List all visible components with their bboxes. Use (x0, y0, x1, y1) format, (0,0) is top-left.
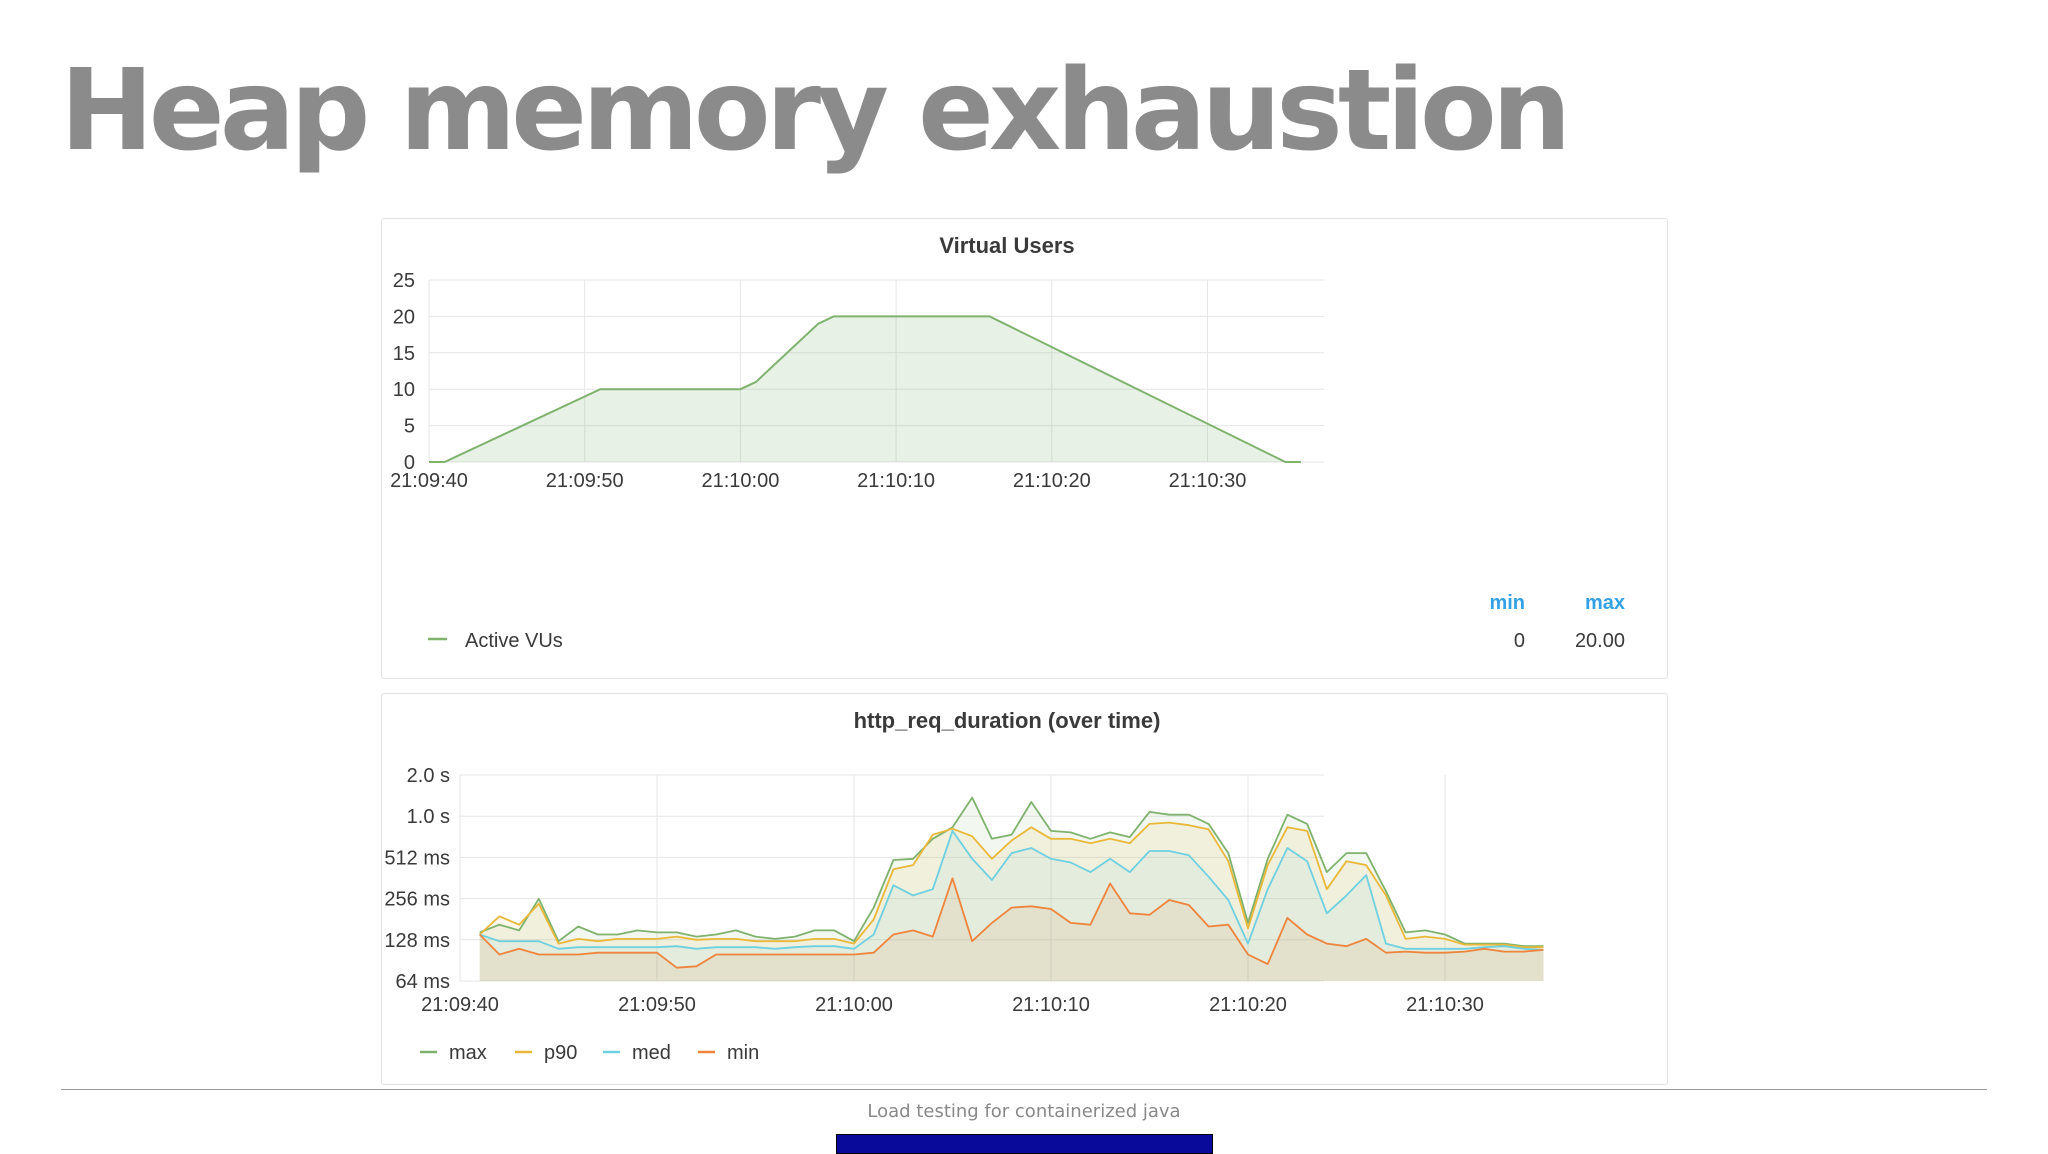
virtual-users-chart: Virtual Users 0 5 10 15 20 25 21:09:40 21:09:5… (390, 233, 1625, 652)
series-line-active-vus (429, 315, 1301, 463)
x-axis: 21:09:40 21:09:50 21:10:00 21:10:10 21:10:20… (421, 994, 1484, 1016)
x-tick-label: 21:09:40 (421, 994, 499, 1016)
x-tick-label: 21:10:10 (1012, 994, 1090, 1016)
y-tick-label: 64 ms (396, 971, 450, 993)
x-tick-label: 21:10:10 (857, 470, 935, 492)
series-line-max (479, 796, 1544, 948)
legend: max p90 med min (420, 1042, 759, 1064)
x-tick-label: 21:10:00 (701, 470, 779, 492)
x-tick-label: 21:10:20 (1209, 994, 1287, 1016)
x-axis: 21:09:40 21:09:50 21:10:00 21:10:10 21:10:20… (390, 470, 1246, 492)
x-tick-label: 21:10:30 (1169, 470, 1247, 492)
x-tick-label: 21:09:50 (618, 994, 696, 1016)
y-tick-label: 512 ms (384, 847, 450, 869)
plot-area (429, 315, 1301, 463)
legend-label-med[interactable]: med (632, 1042, 671, 1064)
x-tick-label: 21:10:30 (1406, 994, 1484, 1016)
y-tick-label: 25 (393, 270, 415, 292)
legend-header-min[interactable]: min (1489, 592, 1525, 614)
legend: Active VUs min max 0 20.00 (428, 592, 1625, 652)
legend-label-active-vus[interactable]: Active VUs (465, 630, 563, 652)
y-tick-label: 2.0 s (407, 765, 450, 787)
y-axis: 0 5 10 15 20 25 (393, 270, 415, 474)
virtual-users-panel: Virtual Users 0 5 10 15 20 25 21:09:40 21:09:5… (381, 218, 1668, 679)
slide-title: Heap memory exhaustion (60, 46, 1572, 176)
y-tick-label: 1.0 s (407, 806, 450, 828)
http-req-duration-chart: http_req_duration (over time) 64 ms 128 m… (384, 708, 1544, 1064)
series-line-med (479, 829, 1544, 951)
x-tick-label: 21:09:50 (546, 470, 624, 492)
chart-title: http_req_duration (over time) (854, 708, 1161, 733)
footer-bar (836, 1134, 1213, 1154)
y-tick-label: 0 (404, 452, 415, 474)
legend-label-min[interactable]: min (727, 1042, 759, 1064)
series-line-min (479, 877, 1544, 969)
y-tick-label: 128 ms (384, 930, 450, 952)
legend-header-max[interactable]: max (1585, 592, 1625, 614)
legend-label-max[interactable]: max (449, 1042, 487, 1064)
plot-area (479, 796, 1544, 981)
footer-divider (61, 1089, 1987, 1090)
x-tick-label: 21:10:00 (815, 994, 893, 1016)
y-tick-label: 15 (393, 343, 415, 365)
footer-caption: Load testing for containerized java (867, 1101, 1181, 1122)
http-req-duration-panel: http_req_duration (over time) 64 ms 128 m… (381, 693, 1668, 1085)
series-area-active-vus (429, 316, 1301, 462)
chart-title: Virtual Users (939, 233, 1074, 258)
legend-label-p90[interactable]: p90 (544, 1042, 577, 1064)
y-tick-label: 20 (393, 306, 415, 328)
series-area-max (479, 797, 1544, 981)
legend-value-min: 0 (1514, 630, 1525, 652)
y-tick-label: 5 (404, 416, 415, 438)
legend-value-max: 20.00 (1575, 630, 1625, 652)
y-tick-label: 10 (393, 379, 415, 401)
y-tick-label: 256 ms (384, 889, 450, 911)
y-axis: 64 ms 128 ms 256 ms 512 ms 1.0 s 2.0 s (384, 765, 450, 993)
x-tick-label: 21:10:20 (1013, 470, 1091, 492)
series-line-p90 (479, 821, 1544, 949)
x-tick-label: 21:09:40 (390, 470, 468, 492)
series-area-med (479, 830, 1544, 981)
